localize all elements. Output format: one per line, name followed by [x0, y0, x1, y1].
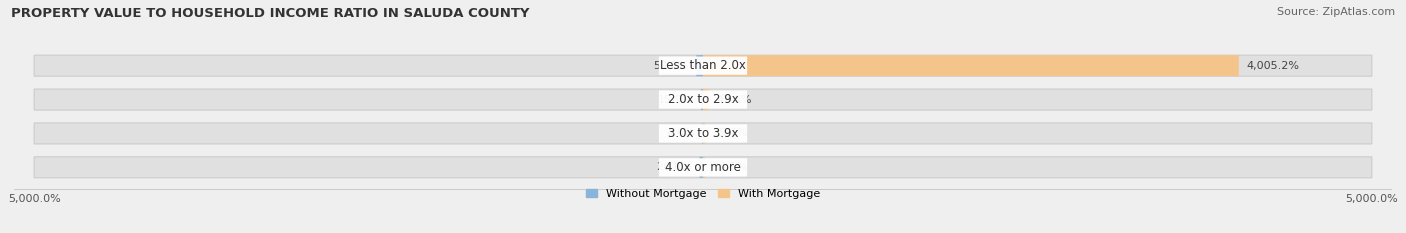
- FancyBboxPatch shape: [659, 90, 747, 109]
- Text: Source: ZipAtlas.com: Source: ZipAtlas.com: [1277, 7, 1395, 17]
- FancyBboxPatch shape: [34, 157, 1372, 178]
- FancyBboxPatch shape: [34, 89, 1372, 110]
- Legend: Without Mortgage, With Mortgage: Without Mortgage, With Mortgage: [582, 184, 824, 203]
- FancyBboxPatch shape: [700, 89, 703, 110]
- Text: 50.8%: 50.8%: [652, 61, 688, 71]
- FancyBboxPatch shape: [696, 55, 703, 76]
- FancyBboxPatch shape: [659, 158, 747, 176]
- FancyBboxPatch shape: [703, 123, 704, 144]
- Text: 4.0x or more: 4.0x or more: [665, 161, 741, 174]
- Text: 4.6%: 4.6%: [666, 128, 695, 138]
- Text: 2.0x to 2.9x: 2.0x to 2.9x: [668, 93, 738, 106]
- Text: 4,005.2%: 4,005.2%: [1247, 61, 1299, 71]
- Text: 26.8%: 26.8%: [655, 162, 692, 172]
- FancyBboxPatch shape: [699, 157, 703, 178]
- FancyBboxPatch shape: [659, 57, 747, 75]
- FancyBboxPatch shape: [34, 55, 1372, 76]
- Text: 15.9%: 15.9%: [658, 95, 693, 105]
- FancyBboxPatch shape: [703, 157, 704, 178]
- Text: 15.7%: 15.7%: [713, 128, 748, 138]
- Text: 3.0x to 3.9x: 3.0x to 3.9x: [668, 127, 738, 140]
- FancyBboxPatch shape: [703, 55, 1239, 76]
- Text: 42.6%: 42.6%: [717, 95, 752, 105]
- Text: PROPERTY VALUE TO HOUSEHOLD INCOME RATIO IN SALUDA COUNTY: PROPERTY VALUE TO HOUSEHOLD INCOME RATIO…: [11, 7, 530, 20]
- FancyBboxPatch shape: [659, 124, 747, 143]
- FancyBboxPatch shape: [703, 89, 709, 110]
- Text: Less than 2.0x: Less than 2.0x: [659, 59, 747, 72]
- Text: 14.5%: 14.5%: [713, 162, 748, 172]
- FancyBboxPatch shape: [34, 123, 1372, 144]
